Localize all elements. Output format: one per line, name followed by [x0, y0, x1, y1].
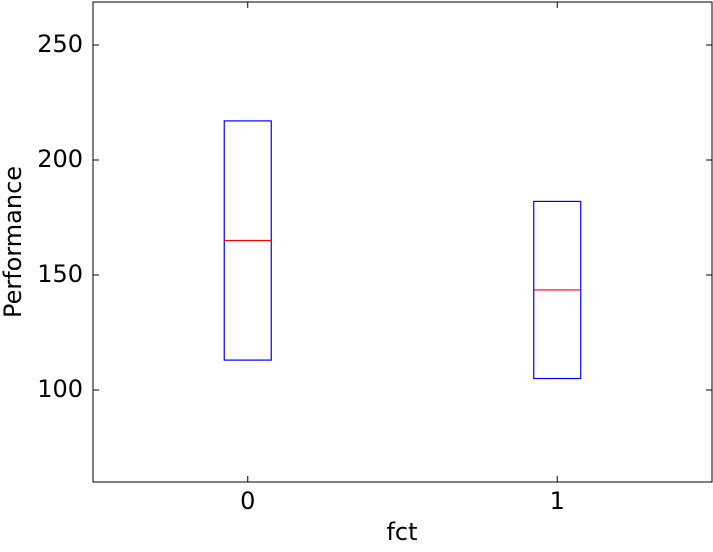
- x-tick-label: 0: [240, 487, 255, 515]
- x-tick-label: 1: [550, 487, 565, 515]
- x-axis-label: fct: [386, 518, 417, 546]
- plot-frame: [92, 1, 713, 483]
- y-tick-label: 100: [37, 375, 83, 403]
- y-axis-label: Performance: [0, 166, 27, 318]
- y-tick-label: 150: [37, 260, 83, 288]
- y-tick-label: 200: [37, 145, 83, 173]
- y-tick-label: 250: [37, 30, 83, 58]
